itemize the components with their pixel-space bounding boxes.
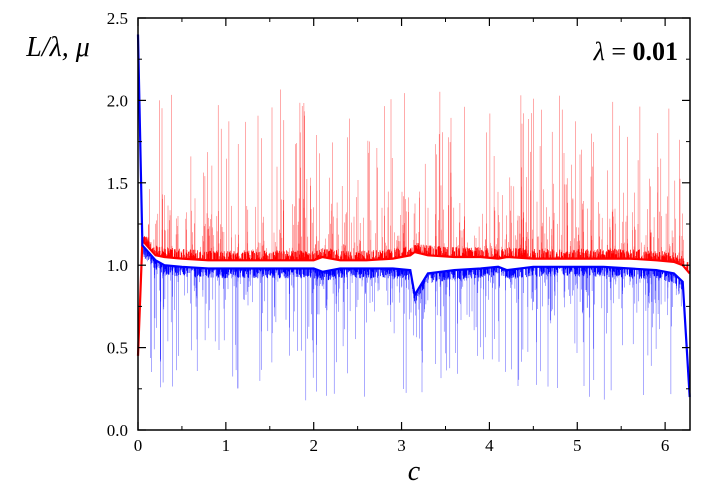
- x-tick-label: 1: [222, 436, 231, 455]
- y-tick-label: 0.0: [107, 421, 128, 440]
- x-tick-label: 2: [309, 436, 318, 455]
- x-tick-label: 3: [397, 436, 406, 455]
- equals-sign: =: [605, 37, 633, 66]
- lambda-value: 0.01: [633, 37, 679, 66]
- x-axis: 0 1 2 3 4 5 6: [134, 18, 670, 455]
- y-axis: 0.0 0.5 1.0 1.5 2.0 2.5: [107, 9, 690, 440]
- blue-series: [136, 34, 691, 401]
- x-tick-label: 4: [485, 436, 494, 455]
- y-tick-label: 1.0: [107, 256, 128, 275]
- series-line: [136, 34, 691, 398]
- series-band: [143, 236, 689, 272]
- x-tick-label: 6: [661, 436, 670, 455]
- x-tick-label: 0: [134, 436, 143, 455]
- lambda-symbol: λ: [593, 37, 605, 66]
- y-tick-label: 2.0: [107, 91, 128, 110]
- y-tick-label: 2.5: [107, 9, 128, 28]
- lambda-annotation: λ = 0.01: [593, 37, 678, 66]
- data-traces: [136, 34, 691, 401]
- y-tick-label: 1.5: [107, 174, 128, 193]
- series-spikes: [146, 89, 685, 268]
- y-axis-label: L/λ, μ: [25, 32, 90, 63]
- series-line: [136, 237, 691, 356]
- y-tick-label: 0.5: [107, 339, 128, 358]
- red-series: [136, 89, 691, 356]
- x-tick-label: 5: [573, 436, 582, 455]
- x-axis-label: c: [408, 456, 421, 487]
